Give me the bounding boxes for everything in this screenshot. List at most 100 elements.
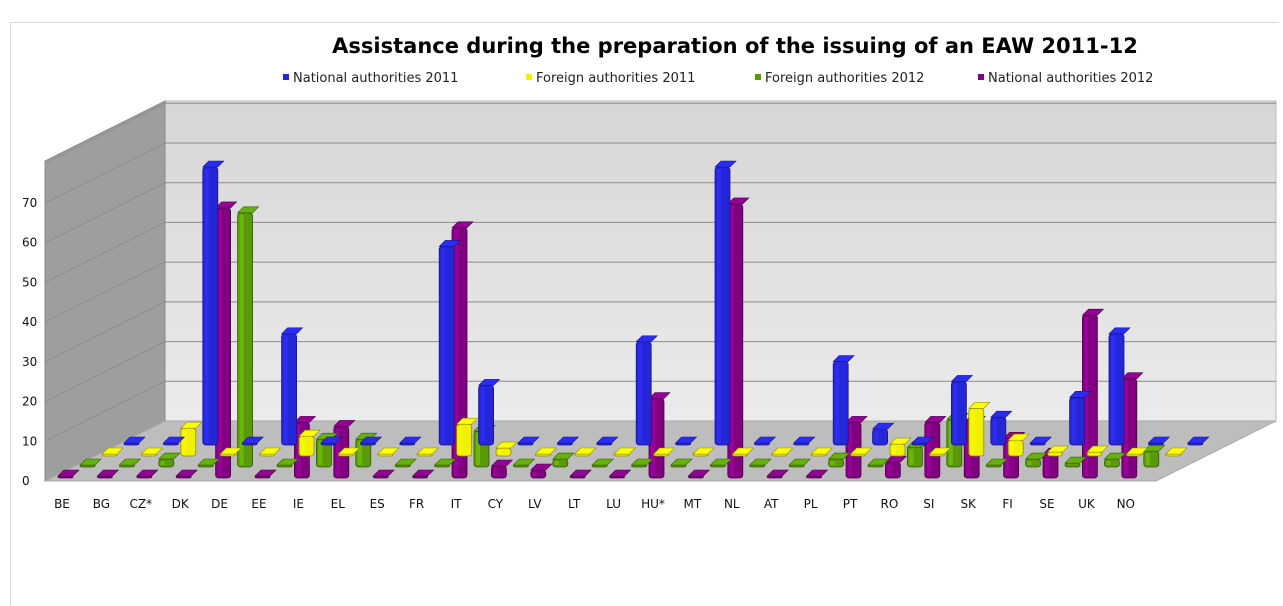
bar-highlight bbox=[909, 449, 914, 465]
bar-highlight bbox=[1071, 399, 1076, 443]
bar-top bbox=[1007, 433, 1030, 441]
bar bbox=[411, 469, 435, 479]
bar bbox=[175, 469, 198, 479]
x-tick-label: CY bbox=[488, 497, 504, 511]
bar bbox=[753, 436, 777, 446]
bar bbox=[1103, 452, 1127, 468]
bar-top bbox=[175, 469, 198, 477]
bar-top bbox=[359, 436, 383, 444]
bar-top bbox=[495, 441, 518, 449]
gridline bbox=[44, 301, 166, 363]
gridline bbox=[44, 221, 166, 283]
bar bbox=[849, 447, 873, 457]
bar bbox=[845, 416, 868, 479]
x-tick-label: FI bbox=[1002, 497, 1012, 511]
bar bbox=[810, 447, 833, 457]
bar-top bbox=[123, 436, 146, 444]
bar bbox=[399, 436, 422, 446]
legend-swatch bbox=[978, 74, 984, 80]
bar-highlight bbox=[454, 229, 458, 476]
bar bbox=[372, 469, 395, 479]
bar-top bbox=[753, 436, 777, 444]
bar bbox=[771, 447, 794, 457]
bar bbox=[180, 421, 203, 457]
bar-highlight bbox=[638, 343, 643, 443]
bar-highlight bbox=[318, 441, 323, 465]
legend-item: National authorities 2011 bbox=[283, 71, 458, 86]
x-tick-label: HU* bbox=[641, 497, 665, 511]
x-tick-label: NO bbox=[1117, 497, 1135, 511]
bar bbox=[608, 469, 632, 479]
y-tick-label: 20 bbox=[22, 395, 37, 409]
bar-top bbox=[574, 447, 597, 455]
bar bbox=[670, 458, 693, 468]
bar bbox=[1081, 308, 1105, 479]
bar-top bbox=[569, 469, 592, 477]
bar-highlight bbox=[874, 431, 879, 443]
bar-top bbox=[613, 447, 636, 455]
bar bbox=[552, 452, 575, 468]
gridline bbox=[44, 182, 166, 244]
bar-highlight bbox=[335, 428, 340, 476]
bar-top bbox=[1108, 327, 1131, 335]
legend-label: Foreign authorities 2012 bbox=[765, 71, 925, 86]
bar-top bbox=[1068, 391, 1092, 398]
y-tick-label: 0 bbox=[22, 474, 30, 488]
bar bbox=[101, 447, 124, 457]
bar bbox=[1064, 456, 1087, 468]
bar-highlight bbox=[926, 424, 931, 476]
bar bbox=[236, 206, 260, 468]
bar bbox=[79, 458, 102, 468]
bar-highlight bbox=[892, 446, 896, 454]
bar-highlight bbox=[992, 419, 997, 443]
x-tick-label: UK bbox=[1078, 497, 1096, 511]
x-tick-label: BG bbox=[93, 497, 110, 511]
bar bbox=[96, 469, 120, 479]
legend-label: Foreign authorities 2011 bbox=[536, 71, 696, 86]
bar-top bbox=[433, 458, 457, 466]
bar-highlight bbox=[301, 438, 305, 454]
bar bbox=[202, 160, 225, 446]
bar-highlight bbox=[493, 468, 498, 476]
bar-top bbox=[1064, 456, 1087, 464]
bar-highlight bbox=[953, 383, 958, 443]
bar-highlight bbox=[651, 400, 655, 476]
x-tick-label: CZ* bbox=[129, 497, 152, 511]
bar-top bbox=[1147, 436, 1171, 444]
x-tick-label: AT bbox=[764, 497, 779, 511]
bar bbox=[219, 447, 242, 457]
bar-top bbox=[1046, 445, 1070, 453]
bar-top bbox=[162, 436, 186, 444]
bar bbox=[709, 458, 733, 468]
bar bbox=[950, 375, 974, 446]
bar-top bbox=[118, 458, 142, 466]
bar bbox=[258, 447, 282, 457]
bar-top bbox=[985, 458, 1008, 466]
bar-top bbox=[1121, 372, 1144, 380]
bar-front bbox=[1086, 451, 1103, 457]
bar-top bbox=[670, 458, 693, 466]
bar-highlight bbox=[1010, 442, 1015, 454]
bar bbox=[714, 160, 737, 446]
bar-top bbox=[832, 355, 855, 362]
bar-highlight bbox=[217, 209, 222, 476]
bar bbox=[766, 469, 789, 479]
bar-top bbox=[490, 459, 514, 467]
bar-top bbox=[158, 452, 181, 460]
x-tick-label: NL bbox=[724, 497, 740, 511]
bar bbox=[788, 458, 811, 468]
bar bbox=[1143, 444, 1166, 468]
bar bbox=[832, 355, 855, 446]
bar bbox=[1007, 433, 1030, 457]
bar bbox=[298, 429, 321, 457]
bar-top bbox=[517, 436, 540, 444]
bar bbox=[477, 379, 501, 446]
bar bbox=[438, 240, 461, 446]
bar bbox=[158, 452, 181, 468]
bar-top bbox=[652, 447, 676, 455]
x-tick-label: DK bbox=[172, 497, 190, 511]
bar-top bbox=[556, 436, 580, 444]
bar-top bbox=[438, 240, 461, 247]
bar-top bbox=[140, 447, 164, 455]
bar-top bbox=[219, 447, 242, 455]
